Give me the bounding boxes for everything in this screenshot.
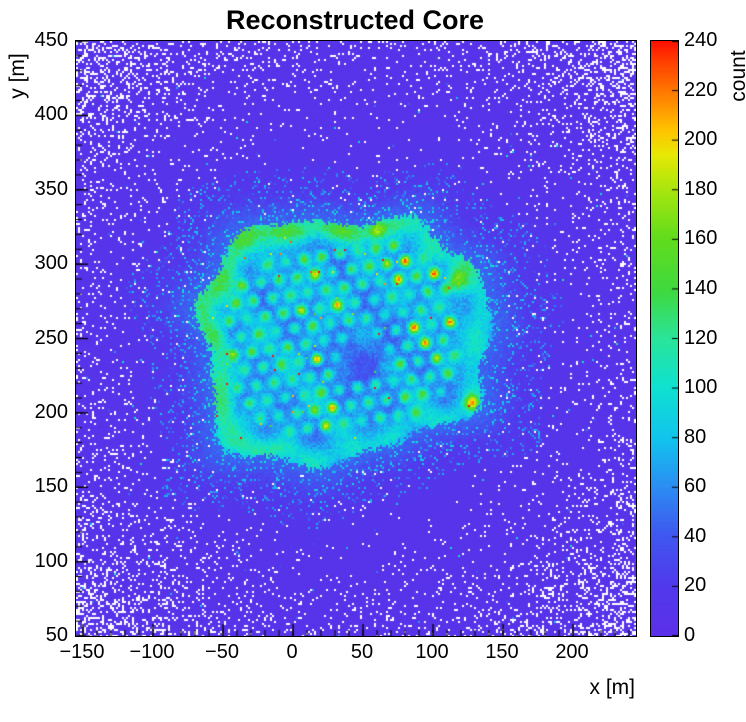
y-tick-label: 300	[34, 252, 68, 275]
x-axis-title: x [m]	[589, 676, 636, 699]
z-tick-label: 80	[684, 425, 707, 448]
x-tick-label: 50	[350, 641, 374, 663]
z-tick-label: 240	[684, 29, 718, 51]
z-tick-label: 60	[684, 475, 707, 498]
colorbar	[650, 40, 679, 637]
y-tick-label: 450	[34, 29, 68, 51]
x-tick-label: 0	[286, 641, 298, 663]
y-tick-label: 200	[34, 400, 68, 423]
colorbar-gradient	[651, 41, 678, 636]
z-tick-label: 100	[684, 376, 718, 399]
x-tick-label: 200	[555, 641, 589, 663]
z-tick-label: 220	[684, 78, 718, 101]
z-tick-label: 180	[684, 177, 718, 200]
x-tick-label: −50	[205, 641, 239, 663]
z-tick-label: 40	[684, 524, 707, 547]
x-tick-label: −100	[129, 641, 175, 663]
z-tick-label: 0	[684, 624, 696, 646]
x-tick-label: 150	[485, 641, 519, 663]
z-tick-label: 160	[684, 227, 718, 250]
y-tick-label: 100	[34, 549, 68, 572]
y-tick-label: 350	[34, 177, 68, 200]
chart-title: Reconstructed Core	[225, 5, 485, 35]
y-tick-label: 400	[34, 103, 68, 126]
heatmap-canvas	[76, 41, 636, 636]
z-tick-label: 20	[684, 574, 707, 597]
z-tick-label: 140	[684, 276, 718, 299]
x-tick-label: −150	[59, 641, 105, 663]
y-axis-title: y [m]	[6, 53, 29, 99]
y-tick-label: 50	[45, 624, 68, 646]
x-tick-label: 100	[415, 641, 449, 663]
y-tick-label: 250	[34, 326, 68, 349]
plot-frame	[75, 40, 637, 637]
y-tick-label: 150	[34, 475, 68, 498]
z-tick-label: 200	[684, 128, 718, 151]
z-tick-label: 120	[684, 326, 718, 349]
